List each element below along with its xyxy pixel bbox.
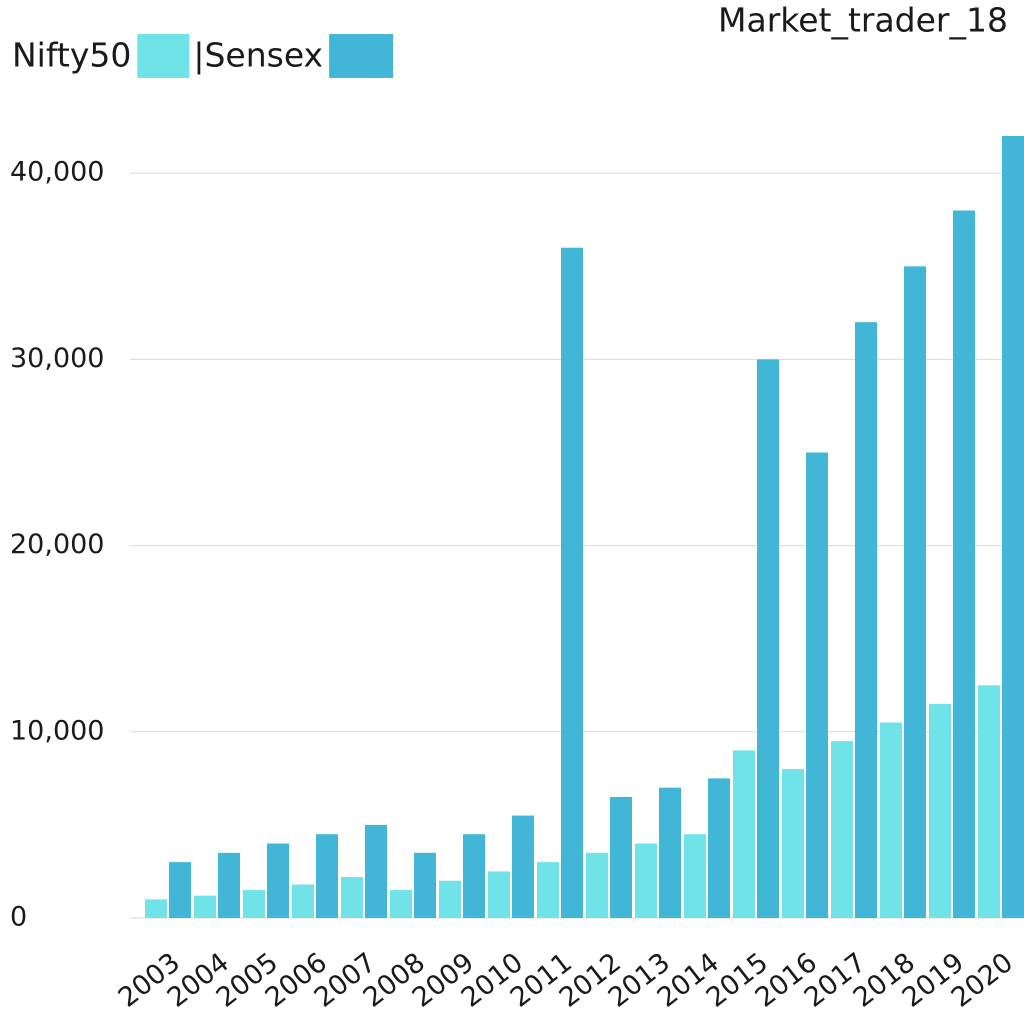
- bar: [169, 862, 191, 918]
- bar: [218, 852, 240, 918]
- bar: [904, 266, 926, 918]
- bar: [194, 895, 216, 918]
- bar: [414, 852, 436, 918]
- legend-swatch: [329, 34, 394, 78]
- bar: [243, 890, 265, 918]
- legend-label: Nifty50: [12, 36, 131, 75]
- bar: [390, 890, 412, 918]
- bar: [145, 899, 167, 918]
- y-tick-label: 0: [10, 902, 27, 933]
- bar: [488, 871, 510, 918]
- bar: [316, 834, 338, 918]
- bar: [733, 750, 755, 918]
- bar: [806, 452, 828, 918]
- bar: [782, 769, 804, 918]
- y-tick-label: 20,000: [10, 529, 104, 560]
- bar: [659, 787, 681, 918]
- bar: [537, 862, 559, 918]
- bar: [561, 247, 583, 918]
- y-tick-label: 40,000: [10, 157, 104, 188]
- bar: [292, 884, 314, 918]
- bar: [757, 359, 779, 918]
- bar: [831, 741, 853, 918]
- bar: [439, 880, 461, 918]
- bar: [880, 722, 902, 918]
- bar: [978, 685, 1000, 918]
- bar: [929, 703, 951, 918]
- bar: [635, 843, 657, 918]
- bar: [586, 852, 608, 918]
- bar: [1002, 136, 1024, 918]
- bar: [708, 778, 730, 918]
- bar: [463, 834, 485, 918]
- bar: [365, 824, 387, 918]
- bar: [341, 877, 363, 918]
- y-tick-label: 30,000: [10, 343, 104, 374]
- chart-title: Market_trader_18: [718, 1, 1008, 40]
- y-tick-label: 10,000: [10, 715, 104, 746]
- legend-swatch: [137, 34, 190, 78]
- bar: [610, 796, 632, 918]
- legend-label: |Sensex: [193, 36, 323, 75]
- bar: [267, 843, 289, 918]
- bar: [684, 834, 706, 918]
- bar: [855, 322, 877, 918]
- bar: [512, 815, 534, 918]
- bar: [953, 210, 975, 918]
